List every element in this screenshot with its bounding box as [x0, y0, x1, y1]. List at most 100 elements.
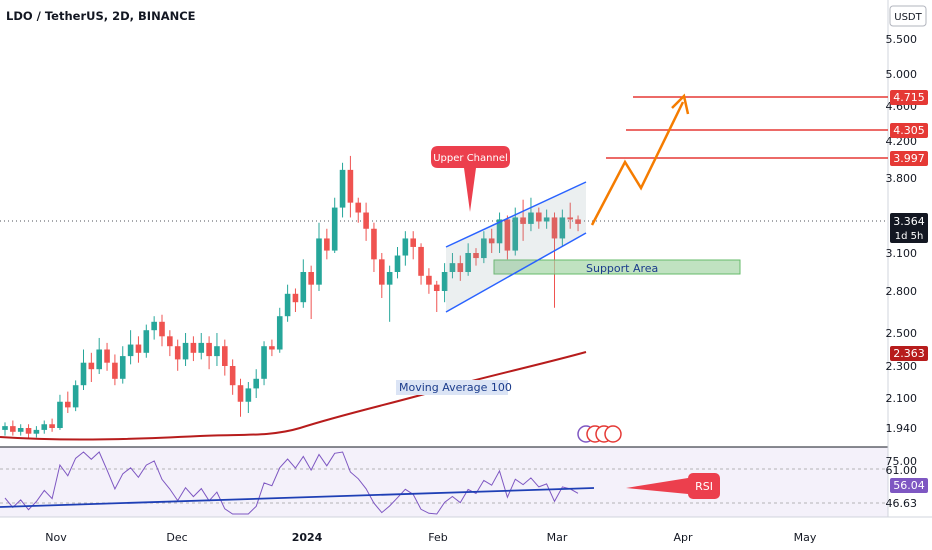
candle-body	[331, 207, 338, 251]
target-tag-1-text: 3.997	[893, 152, 925, 165]
candle-body	[72, 385, 79, 408]
candle-body	[104, 349, 110, 363]
target-tag-2-text: 4.305	[893, 124, 925, 137]
candle-body	[418, 246, 424, 276]
candle-body	[512, 217, 519, 251]
candle-body	[504, 219, 511, 251]
candle-body	[402, 238, 409, 256]
moving-average-label: Moving Average 100	[399, 381, 512, 394]
candle-body	[151, 321, 157, 331]
candle-body	[324, 238, 330, 251]
candle-body	[559, 217, 566, 239]
candle-body	[214, 346, 220, 357]
candle-body	[245, 388, 252, 402]
candle-body	[261, 346, 267, 379]
candle-body	[465, 253, 471, 272]
candle-body	[284, 293, 291, 317]
ma-price-text: 2.363	[893, 347, 925, 360]
y-tick-label: 5.500	[886, 33, 918, 46]
y-tick-label: 2.800	[886, 285, 918, 298]
event-icon	[604, 425, 622, 443]
y-tick-label: 3.100	[886, 247, 918, 260]
candle-body	[25, 428, 32, 434]
y-tick-label: 5.000	[886, 68, 918, 81]
candle-body	[473, 253, 479, 259]
rsi-pane-background	[0, 447, 888, 517]
candle-body	[80, 362, 87, 386]
x-tick-label: Dec	[166, 531, 187, 544]
candle-body	[174, 346, 181, 360]
candle-body	[96, 349, 102, 370]
rsi-line	[4, 451, 579, 515]
candle-body	[190, 342, 197, 353]
x-tick-label: May	[794, 531, 817, 544]
rsi-value-text: 56.04	[893, 479, 925, 492]
candle-body	[292, 293, 299, 303]
candle-body	[127, 344, 134, 357]
currency-label: USDT	[894, 12, 922, 23]
candle-body	[481, 238, 487, 259]
candle-body	[88, 362, 95, 370]
candle-body	[237, 385, 244, 402]
x-tick-label: Nov	[45, 531, 67, 544]
candles	[2, 155, 581, 438]
x-tick-label: Mar	[547, 531, 568, 544]
rsi-trendline	[0, 487, 595, 508]
candle-body	[426, 275, 432, 285]
candle-body	[276, 316, 283, 350]
time-axis: Nov Dec 2024 Feb Mar Apr May	[45, 531, 817, 544]
rsi-tick-label: 75.00	[886, 455, 918, 468]
rsi-callout	[688, 473, 720, 499]
candle-body	[33, 429, 40, 434]
candle-body	[17, 428, 24, 432]
candle-body	[229, 366, 236, 386]
support-area-box	[493, 259, 741, 275]
countdown-text: 1d 5h	[895, 231, 924, 242]
candle-body	[308, 272, 314, 285]
candle-body	[316, 238, 322, 285]
candle-body	[488, 238, 495, 244]
moving-average-100-line	[0, 351, 587, 441]
rsi-tick-label: 61.00	[886, 464, 918, 477]
candle-body	[355, 202, 362, 213]
last-price-text: 3.364	[893, 215, 925, 228]
event-icons	[577, 425, 622, 443]
support-area-label: Support Area	[586, 262, 658, 275]
moving-average-label-bg	[396, 380, 508, 395]
y-tick-label: 1.940	[886, 422, 918, 435]
candle-body	[41, 424, 48, 430]
candle-body	[441, 272, 448, 291]
candle-body	[394, 255, 401, 272]
candle-body	[159, 321, 165, 337]
y-tick-label: 2.500	[886, 327, 918, 340]
candle-body	[269, 346, 275, 350]
candle-body	[10, 426, 16, 432]
candle-body	[182, 342, 189, 360]
candle-body	[575, 219, 581, 224]
candle-body	[520, 217, 526, 224]
candle-body	[135, 344, 142, 353]
rsi-value-tag	[890, 478, 928, 493]
rsi-callout-label: RSI	[695, 480, 713, 493]
channel-fill	[446, 182, 586, 312]
channel-lower-line	[445, 232, 587, 313]
candle-body	[496, 219, 503, 244]
candle-body	[410, 238, 416, 247]
chart-title: LDO / TetherUS, 2D, BINANCE	[6, 9, 196, 23]
upper-channel-label: Upper Channel	[433, 153, 508, 164]
candle-body	[206, 342, 212, 357]
candle-body	[198, 342, 205, 353]
x-tick-label: 2024	[292, 531, 323, 544]
candle-body	[65, 401, 71, 408]
target-tag-3-text: 4.715	[893, 91, 925, 104]
candle-body	[567, 217, 573, 220]
candle-body	[536, 212, 542, 222]
currency-button[interactable]	[889, 5, 927, 27]
candle-body	[433, 284, 440, 291]
candle-body	[57, 401, 63, 428]
candle-body	[112, 362, 118, 379]
candle-body	[457, 263, 464, 272]
